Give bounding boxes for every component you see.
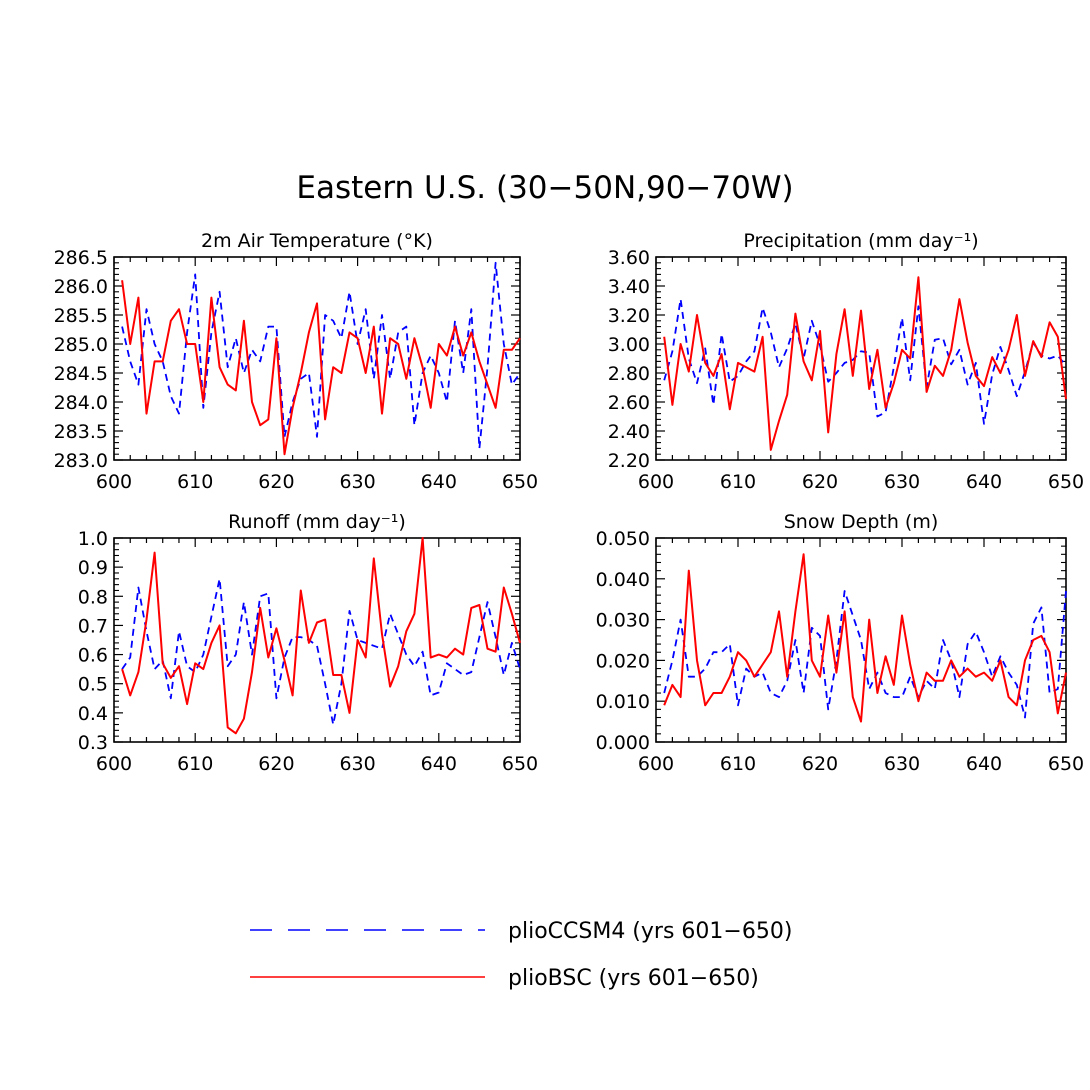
air-temperature-series-bsc (121, 280, 521, 456)
panel-air-temperature: 2m Air Temperature (°K) 600 610 620 630 640 65… (54, 230, 539, 493)
runoff-ytick-label: 0.8 (78, 586, 108, 608)
runoff-xtick-label: 640 (421, 753, 457, 775)
air-temperature-xtick-label: 640 (421, 471, 457, 493)
air-temperature-title: 2m Air Temperature (°K) (201, 230, 433, 252)
runoff-ytick-label: 0.7 (78, 615, 108, 637)
air-temperature-ytick-label: 283.5 (54, 421, 108, 443)
legend: plioCCSM4 (yrs 601−650) plioBSC (yrs 601… (250, 919, 792, 991)
snow-depth-frame (655, 537, 1067, 743)
snow-depth-xtick-label: 620 (802, 753, 838, 775)
runoff-xtick-label: 630 (339, 753, 375, 775)
precipitation-ytick-label: 3.40 (608, 276, 650, 298)
air-temperature-ytick-label: 285.5 (54, 305, 108, 327)
snow-depth-series-ccsm4 (663, 590, 1067, 719)
snow-depth-series-bsc (663, 553, 1067, 723)
precipitation-ytick-label: 3.00 (608, 334, 650, 356)
runoff-xtick-label: 600 (96, 753, 132, 775)
panel-runoff: Runoff (mm day⁻¹) 600 610 620 630 640 650 0.3 0.… (78, 511, 538, 775)
air-temperature-xtick-label: 600 (96, 471, 132, 493)
snow-depth-xtick-label: 640 (966, 753, 1002, 775)
snow-depth-ytick-label: 0.020 (596, 650, 650, 672)
figure-title: Eastern U.S. (30−50N,90−70W) (296, 170, 793, 206)
precipitation-xtick-label: 600 (638, 471, 674, 493)
precipitation-ytick-label: 3.20 (608, 305, 650, 327)
air-temperature-frame (113, 256, 521, 461)
runoff-ytick-label: 0.9 (78, 557, 108, 579)
precipitation-series-ccsm4 (663, 298, 1067, 425)
snow-depth-xtick-label: 630 (884, 753, 920, 775)
legend-label-ccsm4: plioCCSM4 (yrs 601−650) (508, 919, 792, 944)
snow-depth-ytick-label: 0.040 (596, 569, 650, 591)
air-temperature-ytick-label: 285.0 (54, 334, 108, 356)
air-temperature-ytick-label: 283.0 (54, 450, 108, 472)
precipitation-xtick-label: 650 (1048, 471, 1084, 493)
runoff-ytick-label: 1.0 (78, 528, 108, 550)
snow-depth-ytick-label: 0.050 (596, 528, 650, 550)
precipitation-ytick-label: 2.40 (608, 421, 650, 443)
air-temperature-xtick-label: 650 (502, 471, 538, 493)
precipitation-ytick-label: 2.60 (608, 392, 650, 414)
runoff-ytick-label: 0.5 (78, 674, 108, 696)
precipitation-frame (655, 256, 1067, 461)
snow-depth-ytick-label: 0.000 (596, 732, 650, 754)
panel-precipitation: Precipitation (mm day⁻¹) 600 610 620 630 640 6… (608, 230, 1084, 493)
air-temperature-xtick-label: 630 (339, 471, 375, 493)
precipitation-ytick-label: 2.80 (608, 363, 650, 385)
runoff-xtick-label: 610 (177, 753, 213, 775)
precipitation-xtick-label: 640 (966, 471, 1002, 493)
runoff-xtick-label: 650 (502, 753, 538, 775)
precipitation-xtick-label: 620 (802, 471, 838, 493)
snow-depth-ytick-label: 0.030 (596, 610, 650, 632)
air-temperature-ytick-label: 284.5 (54, 363, 108, 385)
runoff-ytick-label: 0.4 (78, 703, 108, 725)
legend-label-bsc: plioBSC (yrs 601−650) (508, 966, 759, 991)
runoff-series-bsc (121, 537, 521, 735)
runoff-ytick-label: 0.6 (78, 645, 108, 667)
panel-snow-depth: Snow Depth (m) 600 610 620 630 640 650 0.000 0.0… (596, 511, 1085, 775)
snow-depth-xtick-label: 600 (638, 753, 674, 775)
runoff-title: Runoff (mm day⁻¹) (228, 511, 406, 533)
air-temperature-xtick-label: 620 (258, 471, 294, 493)
air-temperature-ytick-label: 286.0 (54, 276, 108, 298)
runoff-xtick-label: 620 (258, 753, 294, 775)
air-temperature-ytick-label: 286.5 (54, 247, 108, 269)
precipitation-xtick-label: 610 (720, 471, 756, 493)
precipitation-ytick-label: 3.60 (608, 247, 650, 269)
precipitation-series-bsc (663, 276, 1067, 451)
snow-depth-ytick-label: 0.010 (596, 691, 650, 713)
precipitation-xtick-label: 630 (884, 471, 920, 493)
air-temperature-xtick-label: 610 (177, 471, 213, 493)
snow-depth-xtick-label: 610 (720, 753, 756, 775)
runoff-ytick-label: 0.3 (78, 732, 108, 754)
precipitation-ytick-label: 2.20 (608, 450, 650, 472)
precipitation-title: Precipitation (mm day⁻¹) (743, 230, 978, 252)
air-temperature-ytick-label: 284.0 (54, 392, 108, 414)
runoff-frame (113, 537, 521, 743)
snow-depth-xtick-label: 650 (1048, 753, 1084, 775)
snow-depth-title: Snow Depth (m) (784, 511, 939, 533)
